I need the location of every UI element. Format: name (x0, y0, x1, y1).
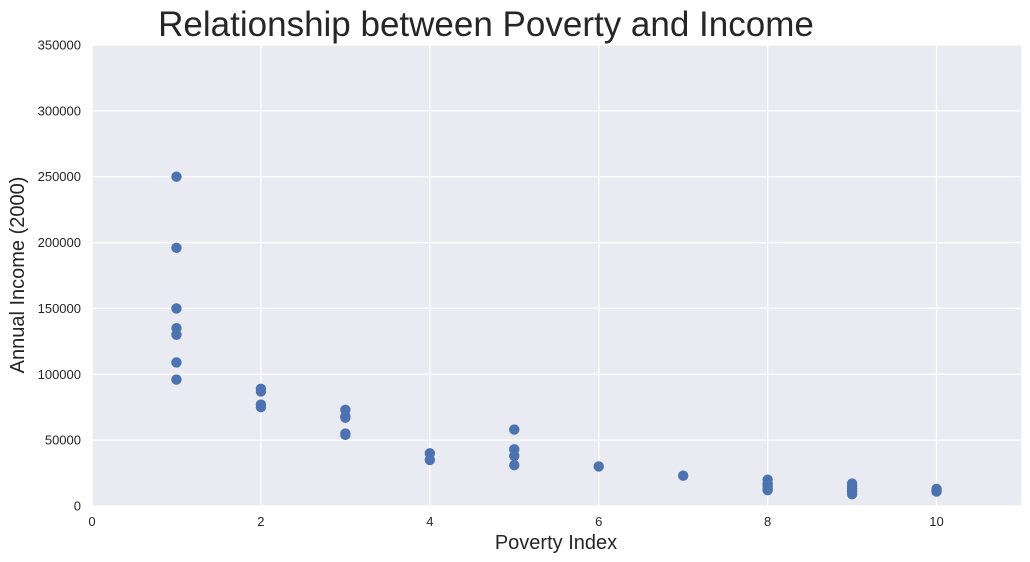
grid-layer (91, 44, 1021, 507)
data-point (509, 459, 520, 471)
y-tick-label: 50000 (45, 433, 81, 448)
data-point (424, 454, 436, 466)
y-tick-label: 0 (74, 499, 81, 514)
y-tick-label: 100000 (38, 367, 81, 382)
data-point (171, 357, 182, 368)
y-tick-label: 200000 (38, 235, 81, 250)
y-tick-label: 300000 (38, 103, 81, 118)
x-tick-label: 4 (426, 514, 433, 529)
y-tick-label: 350000 (38, 38, 81, 53)
y-tick-label: 250000 (38, 169, 81, 184)
x-tick-label: 2 (257, 514, 264, 529)
data-point (340, 412, 351, 423)
x-tick-label: 8 (764, 514, 771, 529)
y-axis-ticks: 0 50000 100000 150000 200000 250000 300000 3500… (38, 38, 81, 514)
data-point (340, 429, 351, 441)
data-point (171, 171, 182, 182)
data-point (846, 488, 858, 500)
x-tick-label: 6 (595, 514, 602, 529)
data-point (255, 386, 267, 397)
data-point (255, 402, 267, 413)
x-axis-label: Poverty Index (495, 532, 617, 554)
data-point (762, 484, 773, 496)
data-point (171, 303, 182, 314)
y-axis-label: Annual Income (2000) (7, 177, 29, 374)
x-tick-label: 0 (88, 514, 95, 529)
data-point (509, 450, 520, 462)
x-axis-ticks: 0 2 4 6 8 10 (88, 514, 943, 529)
data-point (509, 424, 520, 435)
data-point (931, 486, 942, 497)
data-point (677, 470, 689, 481)
chart-title: Relationship between Poverty and Income (158, 5, 814, 44)
data-point (171, 374, 182, 385)
y-tick-label: 150000 (38, 301, 81, 316)
plot-area (92, 45, 1021, 506)
x-tick-label: 10 (929, 514, 943, 529)
data-point (171, 329, 182, 340)
points-layer (171, 171, 942, 500)
data-point (171, 242, 182, 254)
data-point (593, 461, 604, 472)
